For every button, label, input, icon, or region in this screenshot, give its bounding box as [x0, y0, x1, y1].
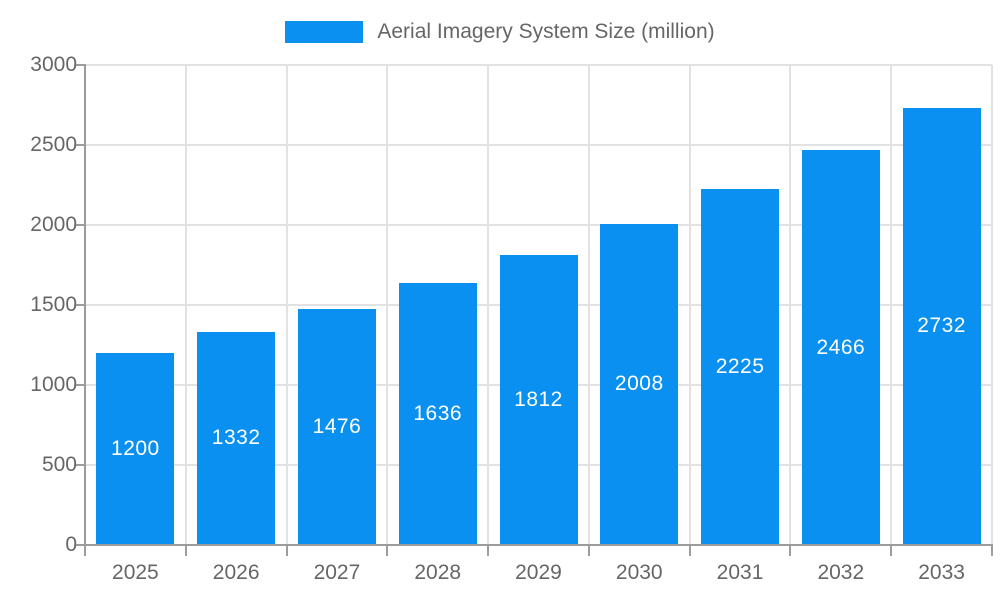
x-axis-tick [184, 545, 187, 556]
bar-value-label: 1332 [211, 426, 261, 450]
x-axis-tick [587, 545, 590, 556]
bar-value-label: 1476 [312, 414, 362, 438]
bar: 1476 [297, 308, 376, 545]
bar-value-label: 2008 [614, 372, 664, 396]
y-axis-tick [76, 144, 86, 146]
bar: 2466 [801, 150, 880, 545]
bar: 1332 [197, 331, 276, 545]
legend: Aerial Imagery System Size (million) [0, 20, 1000, 44]
y-gridline [85, 224, 992, 226]
x-axis-category-label: 2026 [212, 561, 260, 584]
y-axis-tick-label: 0 [65, 533, 77, 556]
bar-value-label: 1812 [514, 388, 563, 412]
bar-value-label: 2466 [816, 335, 866, 359]
x-axis-tick [991, 545, 993, 556]
x-axis-category-label: 2025 [112, 561, 159, 584]
bar: 1200 [96, 353, 175, 545]
y-axis-tick-label: 1500 [30, 293, 77, 316]
bar: 1812 [499, 255, 578, 545]
x-gridline [991, 65, 993, 545]
x-axis-tick [487, 545, 490, 556]
bar-value-label: 2225 [715, 355, 765, 378]
bar-value-label: 1200 [111, 437, 160, 460]
y-axis-tick-label: 3000 [30, 53, 77, 76]
x-gridline [487, 65, 490, 545]
plot-area: 1200 1332 1476 1636 1812 2008 2225 2466 2732 [84, 64, 993, 546]
y-axis-tick [76, 544, 86, 546]
y-axis-tick [76, 224, 86, 226]
legend-swatch [285, 21, 364, 43]
y-axis-tick [76, 64, 86, 66]
x-gridline [386, 65, 389, 545]
x-axis-category-label: 2030 [615, 561, 663, 584]
bar-value-label: 2732 [917, 314, 966, 338]
bar: 1636 [398, 283, 477, 545]
x-axis-tick [890, 545, 893, 556]
x-gridline [285, 65, 288, 545]
bar-value-label: 1636 [413, 402, 463, 426]
bar: 2008 [600, 223, 679, 545]
y-axis-tick [76, 304, 86, 306]
x-axis-category-label: 2032 [817, 561, 865, 584]
x-gridline [890, 65, 893, 545]
y-axis-tick [76, 464, 86, 466]
y-axis-tick-label: 2000 [30, 213, 77, 236]
bar: 2732 [902, 107, 981, 545]
x-axis-line [84, 544, 993, 546]
x-gridline [688, 65, 691, 545]
x-axis-category-label: 2033 [918, 561, 965, 584]
legend-label: Aerial Imagery System Size (million) [377, 20, 715, 43]
bar: 2225 [701, 189, 780, 545]
y-gridline [85, 144, 992, 146]
x-gridline [789, 65, 792, 545]
x-axis-tick [688, 545, 691, 556]
x-axis-tick [386, 545, 389, 556]
x-axis-tick [789, 545, 792, 556]
y-axis-tick-label: 2500 [30, 133, 77, 156]
x-gridline [184, 65, 187, 545]
x-gridline [587, 65, 590, 545]
y-gridline [85, 64, 992, 66]
x-axis-tick [285, 545, 288, 556]
x-axis-tick [84, 545, 86, 556]
y-axis-tick-label: 500 [41, 453, 77, 476]
y-axis-tick-label: 1000 [30, 373, 77, 396]
x-axis-category-label: 2031 [716, 561, 764, 584]
x-axis-category-label: 2027 [313, 561, 361, 584]
y-axis-tick [76, 384, 86, 386]
x-axis-category-label: 2028 [414, 561, 462, 584]
x-axis-category-label: 2029 [515, 561, 562, 584]
